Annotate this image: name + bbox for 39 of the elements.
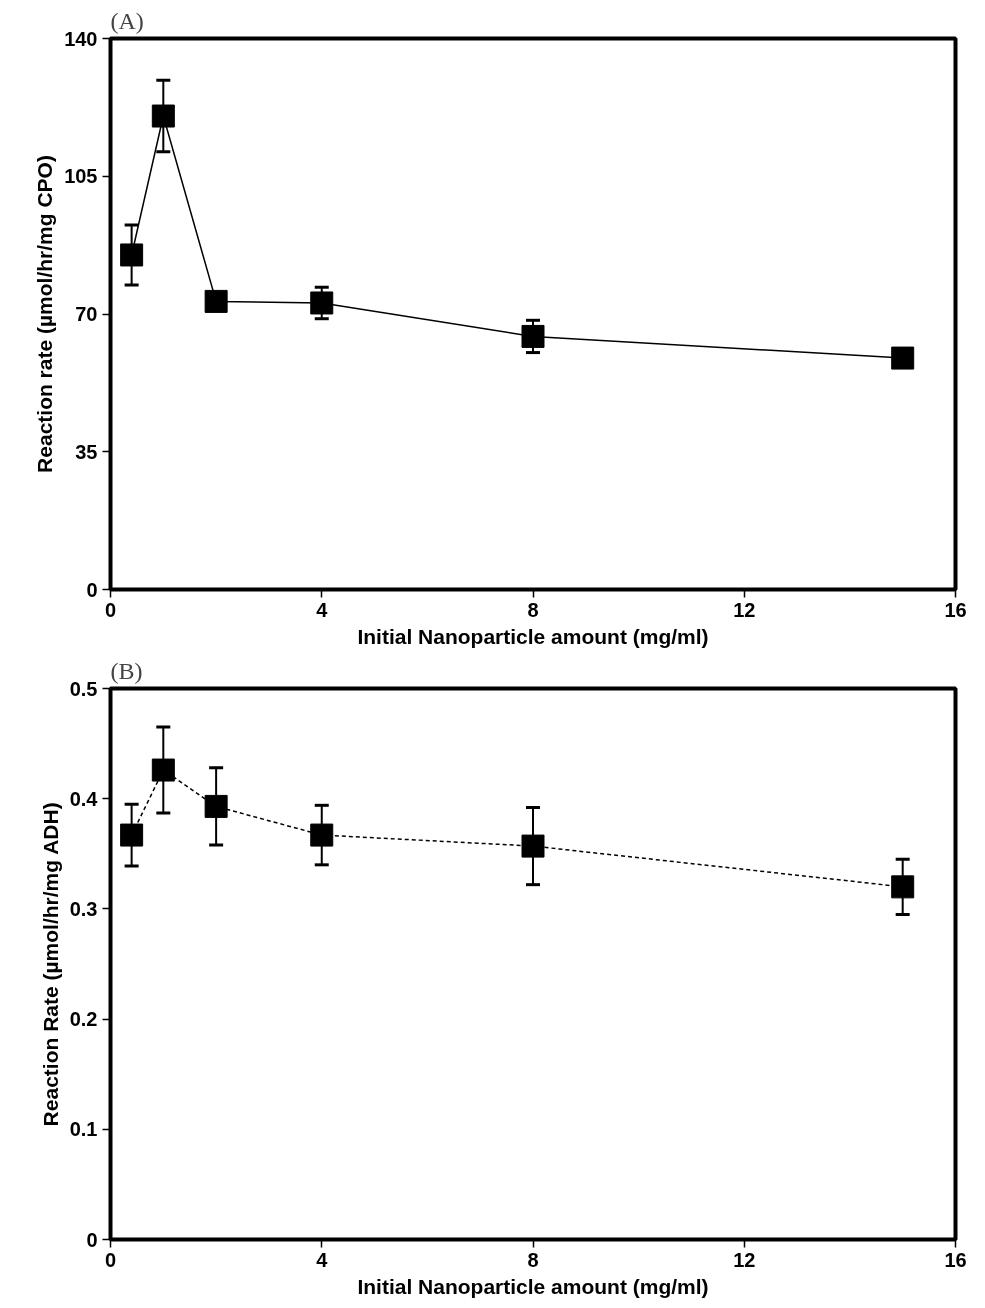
y-tick-label: 35: [75, 440, 98, 463]
x-tick-label: 4: [316, 598, 329, 621]
y-tick-label: 0.4: [69, 787, 99, 810]
y-tick-label: 0: [86, 1228, 98, 1251]
y-tick-label: 0.1: [69, 1118, 98, 1141]
y-axis-title: Reaction rate (µmol/hr/mg CPO): [33, 155, 57, 473]
x-tick-label: 16: [944, 598, 967, 621]
point: [521, 834, 545, 858]
y-tick-label: 0.2: [69, 1008, 98, 1031]
x-tick-label: 12: [733, 598, 756, 621]
x-tick-label: 4: [316, 1248, 329, 1271]
point: [204, 794, 228, 818]
x-tick-label: 0: [104, 598, 117, 621]
point: [120, 243, 144, 267]
point: [151, 758, 175, 782]
x-tick-label: 8: [527, 1248, 539, 1271]
point: [310, 823, 334, 847]
point: [120, 823, 144, 847]
x-tick-label: 8: [527, 598, 539, 621]
y-axis-title: Reaction Rate (µmol/hr/mg ADH): [38, 802, 62, 1127]
x-tick-label: 12: [733, 1248, 756, 1271]
y-tick-label: 0.3: [69, 897, 98, 920]
x-tick-label: 0: [104, 1248, 117, 1271]
point: [204, 289, 228, 313]
point: [521, 324, 545, 348]
x-axis-title: Initial Nanoparticle amount (mg/ml): [357, 1274, 709, 1298]
x-axis-title: Initial Nanoparticle amount (mg/ml): [357, 624, 709, 648]
y-tick-label: 0.5: [69, 677, 98, 700]
point: [310, 291, 334, 315]
y-tick-label: 140: [64, 27, 98, 50]
y-tick-label: 70: [75, 303, 98, 325]
chart-title: (B): [110, 657, 143, 684]
y-tick-label: 0: [86, 578, 98, 601]
point: [891, 875, 915, 899]
chart-title: (A): [110, 7, 144, 34]
point: [151, 104, 175, 128]
point: [891, 346, 915, 370]
x-tick-label: 16: [944, 1248, 967, 1271]
y-tick-label: 105: [64, 165, 98, 188]
